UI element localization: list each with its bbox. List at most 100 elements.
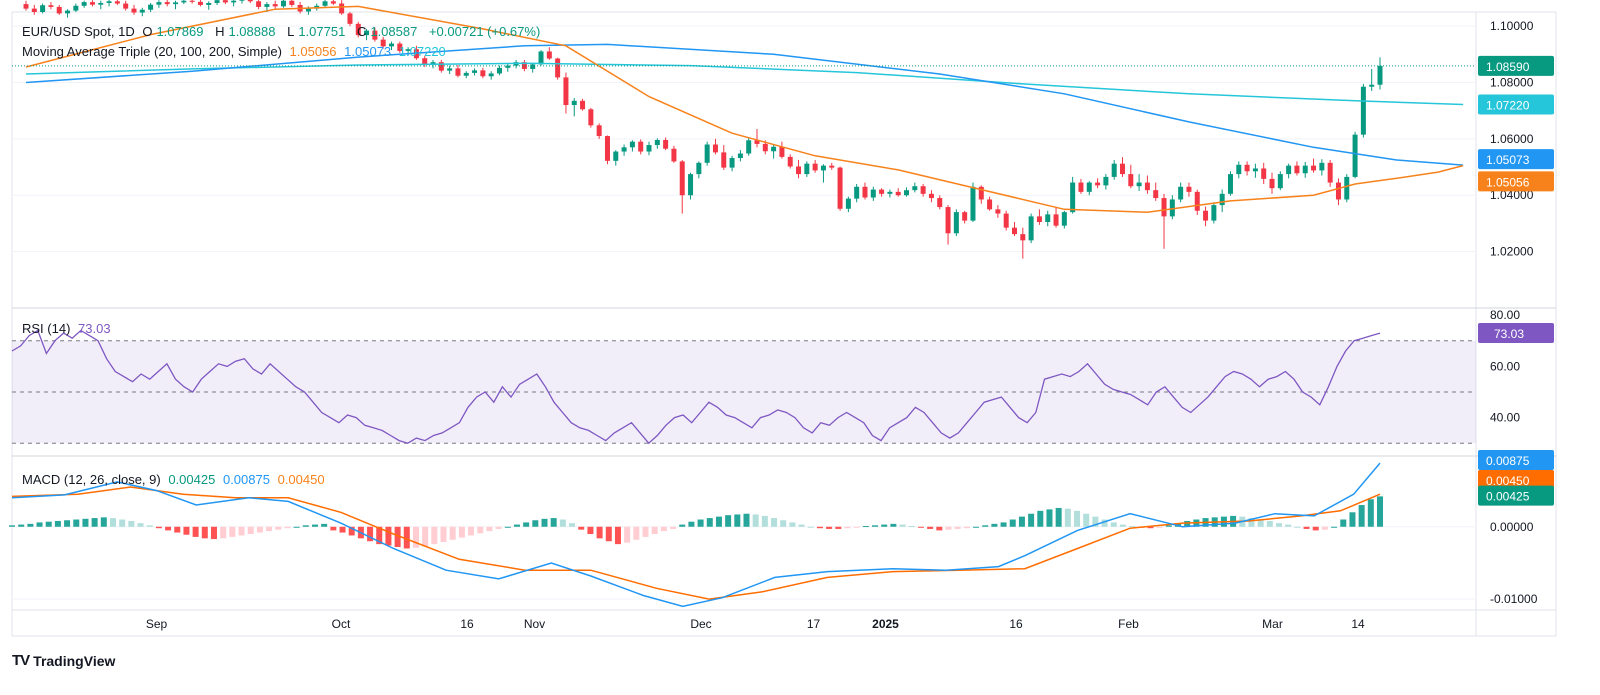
candle-body [1344, 176, 1350, 200]
macd-hist-bar [449, 526, 456, 540]
macd-hist-bar [587, 526, 594, 534]
rsi-legend-label[interactable]: RSI (14) [22, 321, 71, 336]
candle-body [1103, 176, 1109, 186]
macd-hist-bar [780, 520, 787, 527]
candle-body [31, 8, 37, 12]
macd-legend-label[interactable]: MACD (12, 26, close, 9) [22, 472, 161, 487]
macd-hist-bar [513, 524, 520, 527]
macd-hist-bar [945, 526, 952, 530]
candle-body [1086, 182, 1092, 192]
macd-tick-label: -0.01000 [1490, 592, 1538, 606]
candle-body [1252, 168, 1258, 172]
candle-body [887, 191, 893, 194]
macd-hist-bar [440, 526, 447, 542]
candle-body [181, 0, 187, 3]
candle-body [1061, 212, 1067, 226]
candle-body [305, 8, 311, 12]
rsi-value-label: 73.03 [1494, 327, 1524, 341]
macd-hist-bar [614, 526, 621, 545]
candle-body [1286, 165, 1292, 175]
ma-legend-label[interactable]: Moving Average Triple (20, 100, 200, Sim… [22, 44, 282, 59]
time-tick-label: Dec [690, 617, 711, 631]
macd-tick-label: 0.00000 [1490, 520, 1534, 534]
macd-line-value: 0.00875 [222, 472, 270, 487]
macd-hist-bar [715, 516, 722, 527]
candle-body [1194, 191, 1200, 211]
candle-body [1078, 182, 1084, 192]
candle-body [663, 139, 669, 149]
macd-hist-bar [798, 524, 805, 527]
macd-hist-bar [1331, 526, 1338, 528]
candle-body [962, 212, 968, 221]
macd-signal-line [11, 486, 1381, 600]
macd-hist-bar [789, 522, 796, 527]
macd-hist-bar [752, 514, 759, 527]
candle-body [106, 1, 112, 3]
macd-hist-bar [468, 526, 475, 536]
candle-body [1269, 178, 1275, 189]
candle-body [339, 3, 345, 14]
candle-body [148, 4, 154, 10]
candle-body [1236, 164, 1242, 175]
candle-body [488, 73, 494, 77]
candle-body [231, 0, 237, 3]
macd-hist-bar [1009, 519, 1016, 527]
ma200-line [25, 62, 1464, 106]
candle-body [1012, 227, 1018, 235]
candle-body [837, 167, 843, 209]
candle-body [505, 65, 511, 68]
candle-body [1360, 86, 1366, 135]
candle-body [804, 163, 810, 175]
candle-body [73, 5, 79, 11]
macd-hist-bar [91, 518, 98, 527]
macd-hist-bar [431, 526, 438, 545]
macd-hist-bar [293, 526, 300, 528]
price-tick-label: 1.06000 [1490, 132, 1534, 146]
macd-hist-bar [458, 526, 465, 538]
candle-body [953, 212, 959, 234]
symbol-label[interactable]: EUR/USD Spot, 1D [22, 24, 135, 39]
candle-body [920, 186, 926, 194]
macd-hist-bar [1147, 526, 1154, 529]
candle-body [272, 4, 278, 7]
candle-body [65, 10, 71, 14]
close-value: 1.08587 [370, 24, 418, 39]
macd-hist-bar [761, 515, 768, 527]
macd-hist-bar [1119, 524, 1126, 527]
macd-hist-bar [954, 526, 961, 529]
candle-body [447, 68, 453, 71]
candle-body [56, 6, 62, 14]
macd-hist-bar [495, 526, 502, 529]
candle-body [98, 2, 104, 5]
macd-hist-bar [247, 526, 254, 534]
candle-body [40, 5, 46, 12]
price-tick-label: 1.04000 [1490, 188, 1534, 202]
candle-body [1036, 216, 1042, 223]
candle-body [546, 51, 552, 59]
candle-body [164, 2, 170, 5]
chart-frame [11, 11, 1557, 637]
macd-hist-bar [1028, 513, 1035, 527]
price-tick-label: 1.10000 [1490, 19, 1534, 33]
macd-hist-bar [486, 526, 493, 532]
macd-hist-bar [1074, 510, 1081, 527]
macd-hist-bar [1285, 524, 1292, 527]
candle-body [704, 144, 710, 163]
candle-body [762, 143, 768, 152]
ma100-label-badge [1478, 149, 1554, 170]
macd-hist-bar [1303, 526, 1310, 529]
candle-body [264, 4, 270, 7]
macd-hist-bar [302, 525, 309, 527]
last-price-label-badge [1478, 55, 1554, 76]
macd-hist-bar [477, 526, 484, 534]
candle-body [870, 189, 876, 198]
candle-body [347, 13, 353, 24]
macd-hist-bar [1349, 512, 1356, 527]
candle-body [123, 3, 129, 9]
macd-hist-bar [890, 523, 897, 527]
tradingview-footer[interactable]: TV TradingView [12, 652, 115, 669]
macd-hist-bar [936, 526, 943, 531]
time-tick-label: 14 [1351, 617, 1365, 631]
macd-hist-bar [1018, 516, 1025, 527]
